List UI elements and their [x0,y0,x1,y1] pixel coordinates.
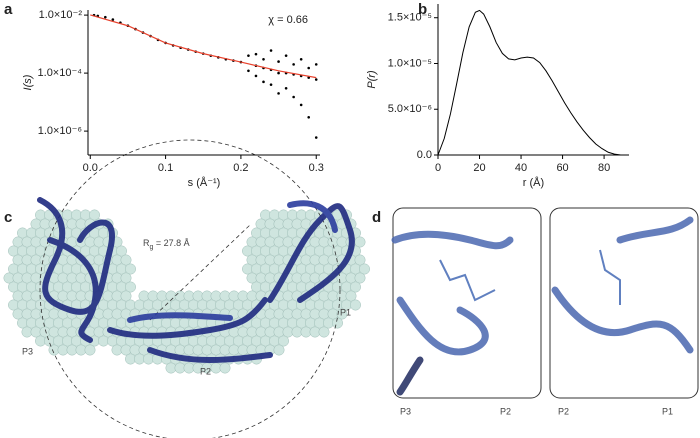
y-tick-label: 1.0×10⁻² [39,9,83,21]
bead [120,254,132,266]
bead [120,272,132,284]
x-tick-label: 40 [515,162,527,174]
data-point [314,136,318,139]
data-point [104,15,107,19]
data-point [277,60,280,63]
bead [125,281,136,293]
data-point [262,57,265,61]
bead [336,308,348,320]
bead [332,317,343,329]
y-tick-label: 5.0×10⁻⁶ [388,103,432,115]
y-tick-label: 1.0×10⁻⁵ [388,57,432,69]
bead [350,281,361,293]
ribbon [37,197,355,363]
bead [219,362,231,374]
site-label: P2 [200,366,211,376]
x-tick-label: 80 [598,162,610,174]
data-point [284,54,288,57]
data-point [247,54,250,57]
data-point [254,52,258,56]
x-tick-label: 0.2 [233,162,248,174]
fit-line [90,14,317,79]
bead [273,344,285,356]
data-point [262,80,265,84]
structure-inset [391,207,699,399]
bead [278,335,289,347]
y-axis-title: I(s) [22,74,34,90]
panel-label: d [372,209,381,226]
x-tick-label: 0.0 [83,162,98,174]
bead [318,326,330,338]
bead [350,299,361,311]
y-tick-label: 1.5×10⁻⁵ [388,12,432,24]
annotation: χ = 0.66 [268,14,308,26]
site-label: P3 [22,346,33,356]
data-point [247,69,250,73]
bead [120,290,132,302]
data-point [314,78,318,81]
panel-label: b [418,1,427,18]
x-axis-title: s (Å⁻¹) [188,176,221,189]
site-label: P2 [558,406,569,416]
data-point [277,71,280,75]
x-tick-label: 20 [473,162,485,174]
x-tick-label: 60 [556,162,568,174]
bead [345,290,357,302]
data-point [314,63,318,66]
bead [116,245,127,257]
site-label: P1 [340,307,351,317]
rg-label: Rg = 27.8 Å [143,238,190,250]
panel-label: c [4,209,12,226]
data-point [269,83,273,86]
bead [125,263,136,275]
data-point [292,95,295,99]
site-label: P2 [500,406,511,416]
data-point [292,63,295,66]
x-tick-label: 0.1 [158,162,173,174]
data-point [299,103,303,107]
p-r-curve [437,9,625,156]
data-point [254,74,258,78]
y-tick-label: 0.0 [417,149,432,161]
envelope [39,139,341,438]
data-point [307,115,311,119]
data-point [277,92,280,95]
data-point [111,18,115,21]
x-tick-label: 0.3 [309,162,324,174]
data-point [284,86,288,90]
y-axis-title: P(r) [366,70,378,89]
panel-label: a [4,1,13,18]
bead [354,272,366,284]
y-tick-label: 1.0×10⁻⁶ [38,125,82,137]
x-tick-label: 0 [435,162,441,174]
site-label: P3 [400,406,411,416]
bead [89,209,100,221]
data-point [299,57,303,61]
x-axis-title: r (Å) [523,176,544,189]
y-tick-label: 1.0×10⁻⁴ [38,67,83,79]
data-point [307,66,311,70]
site-label: P1 [662,406,673,416]
bead [359,263,370,275]
bead [84,344,96,356]
data-point [269,49,273,52]
bead [354,254,366,266]
